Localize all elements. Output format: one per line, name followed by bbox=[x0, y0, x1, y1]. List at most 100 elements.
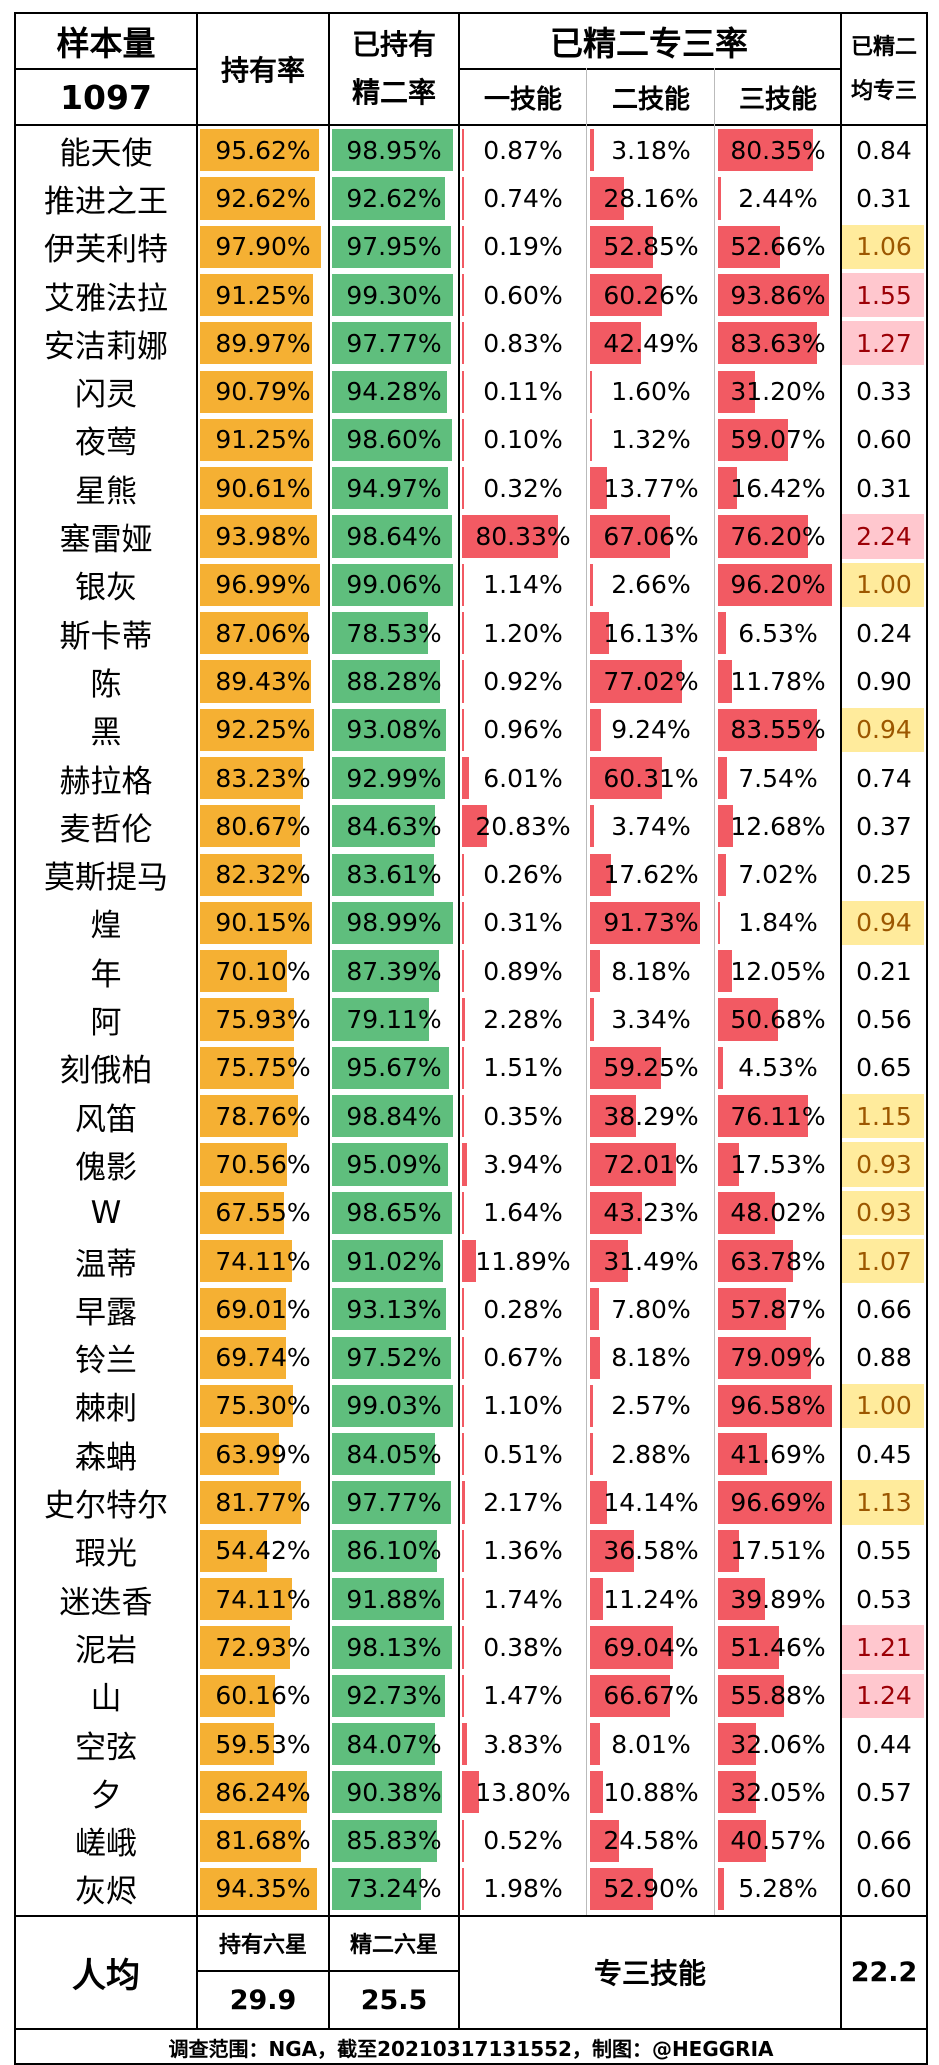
e2-rate-value: 92.99% bbox=[346, 763, 442, 793]
e2-rate-value: 84.07% bbox=[346, 1729, 442, 1759]
skill2-bar bbox=[590, 515, 670, 558]
own-rate-bar bbox=[200, 418, 313, 462]
skill1-bar bbox=[462, 225, 464, 268]
skill1-bar bbox=[462, 1674, 464, 1717]
own-rate-value: 95.62% bbox=[215, 135, 311, 165]
own-rate-value: 93.98% bbox=[215, 522, 311, 552]
own-rate-bar bbox=[200, 901, 312, 945]
operator-name: 黑 bbox=[90, 715, 122, 752]
operator-name: 铃兰 bbox=[75, 1343, 137, 1380]
avg-highlight bbox=[842, 1238, 924, 1284]
own-rate-value: 92.62% bbox=[215, 183, 311, 213]
avg-m3-value: 0.88 bbox=[856, 1343, 912, 1373]
skill1-value: 3.83% bbox=[483, 1729, 563, 1759]
skill1-value: 13.80% bbox=[475, 1777, 571, 1807]
skill1-value: 0.92% bbox=[483, 666, 563, 696]
footer-note: 调查范围：NGA，截至20210317131552，制图：@HEGGRIA bbox=[168, 2036, 774, 2061]
skill1-bar bbox=[462, 805, 487, 848]
operator-name: 塞雷娅 bbox=[59, 522, 153, 559]
e2-rate-bar bbox=[332, 1384, 453, 1428]
skill-divider bbox=[714, 68, 715, 1916]
header-mid-rule bbox=[14, 68, 198, 70]
e2-rate-value: 92.73% bbox=[346, 1681, 442, 1711]
e2-rate-value: 84.05% bbox=[346, 1439, 442, 1469]
own-rate-bar bbox=[200, 563, 320, 606]
skill2-bar bbox=[590, 1288, 599, 1331]
skill1-value: 0.32% bbox=[483, 473, 563, 503]
e2-rate-value: 83.61% bbox=[346, 860, 442, 890]
skill3-bar bbox=[718, 515, 808, 558]
skill1-bar bbox=[462, 563, 464, 606]
own-rate-value: 82.32% bbox=[215, 860, 311, 890]
column-divider bbox=[196, 12, 198, 2028]
own-rate-value: 90.61% bbox=[215, 473, 311, 503]
own-six-label: 持有六星 bbox=[218, 1933, 307, 1958]
skill1-value: 1.20% bbox=[483, 618, 563, 648]
skill2-bar bbox=[590, 612, 609, 655]
avg-m3-value: 1.21 bbox=[856, 1632, 912, 1662]
sample-value: 1097 bbox=[60, 77, 152, 117]
border-bottom bbox=[14, 2063, 928, 2065]
e2-rate-bar bbox=[332, 1481, 451, 1524]
skill1-value: 6.01% bbox=[483, 763, 563, 793]
own-rate-value: 75.93% bbox=[215, 1005, 311, 1035]
skill2-value: 52.85% bbox=[603, 232, 699, 262]
skill3-bar bbox=[718, 322, 817, 365]
own-rate-value: 80.67% bbox=[215, 811, 311, 841]
skill3-value: 96.69% bbox=[730, 1488, 826, 1518]
skill1-bar bbox=[462, 1626, 464, 1669]
skill1-bar bbox=[462, 853, 464, 896]
skill2-bar bbox=[590, 1674, 670, 1717]
skill1-bar bbox=[462, 273, 464, 317]
avg-m3-value: 1.27 bbox=[856, 328, 912, 358]
avg-highlight bbox=[842, 272, 924, 318]
own-rate-value: 81.77% bbox=[215, 1488, 311, 1518]
operator-name: 莫斯提马 bbox=[44, 860, 168, 897]
sample-label: 样本量 bbox=[56, 24, 156, 63]
skill3-bar bbox=[718, 1529, 739, 1572]
skill2-bar bbox=[590, 418, 592, 462]
avg-m3-value: 0.94 bbox=[856, 715, 912, 745]
skill3-bar bbox=[718, 1722, 756, 1766]
operator-name: 赫拉格 bbox=[59, 763, 153, 800]
avg-m3-value: 0.44 bbox=[856, 1729, 912, 1759]
skill2-value: 91.73% bbox=[603, 908, 699, 938]
skill2-bar bbox=[590, 370, 592, 413]
skill3-value: 7.54% bbox=[738, 763, 818, 793]
skill1-value: 0.51% bbox=[483, 1439, 563, 1469]
skill2-value: 3.34% bbox=[611, 1005, 691, 1035]
own-rate-bar bbox=[200, 950, 287, 993]
operator-name: 泥岩 bbox=[75, 1632, 137, 1669]
e2-rate-bar bbox=[332, 1336, 451, 1379]
column-divider bbox=[328, 12, 330, 2028]
own-rate-bar bbox=[200, 1046, 294, 1089]
own-rate-value: 74.11% bbox=[215, 1246, 311, 1276]
skill2-value: 1.60% bbox=[611, 377, 691, 407]
e2-rate-bar bbox=[332, 708, 446, 751]
skill2-bar bbox=[590, 1239, 628, 1283]
e2-rate-bar bbox=[332, 756, 445, 800]
skill3-bar bbox=[718, 660, 732, 703]
skill2-value: 14.14% bbox=[603, 1488, 699, 1518]
avg-m3-value: 0.56 bbox=[856, 1005, 912, 1035]
e2-rate-bar bbox=[332, 225, 451, 268]
skill1-bar bbox=[462, 1288, 464, 1331]
skill1-value: 2.28% bbox=[483, 1005, 563, 1035]
operator-name: 夜莺 bbox=[75, 425, 137, 462]
skill2-value: 36.58% bbox=[603, 1536, 699, 1566]
e2-rate-bar bbox=[332, 273, 453, 317]
skill2-value: 8.18% bbox=[611, 1343, 691, 1373]
e2-rate-bar bbox=[332, 853, 434, 896]
own-rate-value: 94.35% bbox=[215, 1874, 311, 1904]
e2-rate-value: 98.99% bbox=[346, 908, 442, 938]
own-rate-bar bbox=[200, 225, 321, 268]
e2-rate-value: 95.09% bbox=[346, 1149, 442, 1179]
own-rate-value: 60.16% bbox=[215, 1681, 311, 1711]
skill2-value: 11.24% bbox=[603, 1584, 699, 1614]
skill2-value: 2.66% bbox=[611, 570, 691, 600]
skill2-bar bbox=[590, 1722, 600, 1766]
skill1-bar bbox=[462, 1046, 464, 1089]
skill2-value: 10.88% bbox=[603, 1777, 699, 1807]
skill3-bar bbox=[718, 129, 813, 172]
